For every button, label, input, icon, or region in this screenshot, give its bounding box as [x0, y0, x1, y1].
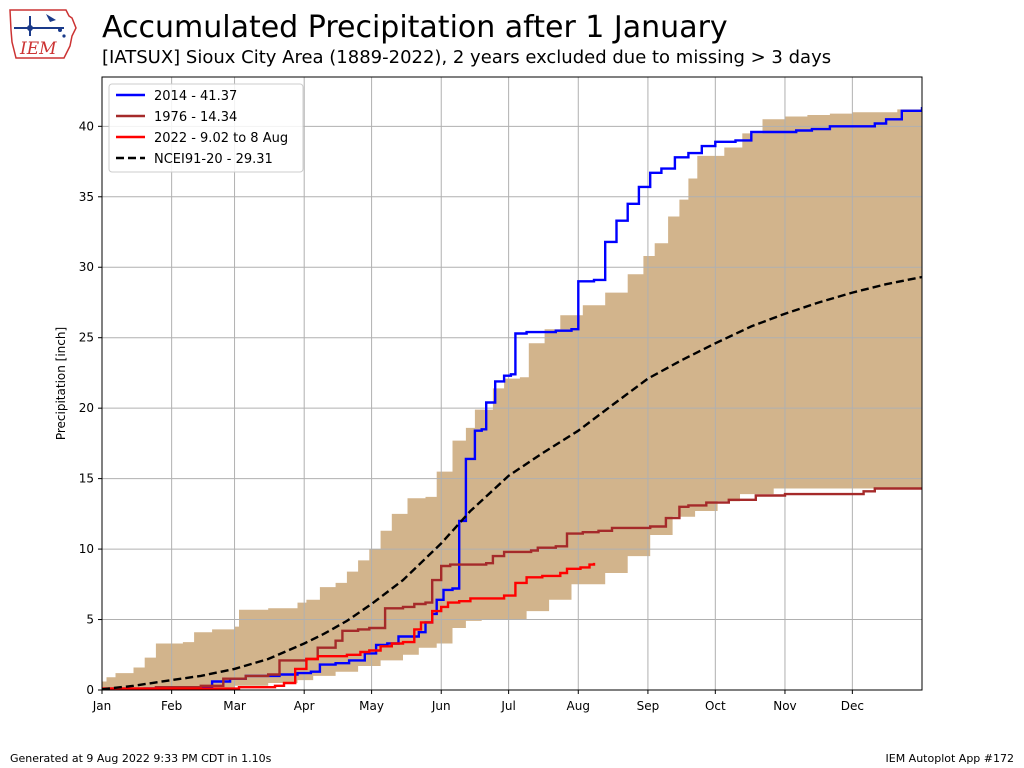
chart-subtitle: [IATSUX] Sioux City Area (1889-2022), 2 … — [102, 47, 832, 68]
x-tick-label: Feb — [161, 699, 182, 713]
legend-label: 2014 - 41.37 — [154, 89, 237, 104]
y-tick-label: 35 — [79, 190, 94, 204]
series-line — [102, 562, 596, 690]
y-axis-label: Precipitation [inch] — [54, 327, 68, 440]
range-band — [102, 106, 922, 690]
y-tick-label: 25 — [79, 331, 94, 345]
iem-logo: IEM — [6, 6, 78, 64]
x-tick-label: Jul — [500, 699, 515, 713]
x-tick-label: Dec — [841, 699, 864, 713]
y-tick-label: 5 — [86, 613, 94, 627]
legend-label: 2022 - 9.02 to 8 Aug — [154, 131, 288, 146]
y-tick-label: 20 — [79, 401, 94, 415]
y-tick-label: 30 — [79, 260, 94, 274]
legend-label: NCEI91-20 - 29.31 — [154, 152, 273, 167]
chart-title: Accumulated Precipitation after 1 Januar… — [102, 10, 728, 45]
legend-label: 1976 - 14.34 — [154, 110, 237, 125]
legend: 2014 - 41.37 1976 - 14.34 2022 - 9.02 to 8… — [108, 83, 304, 173]
plot-frame — [101, 76, 923, 691]
y-tick-label: 0 — [86, 683, 94, 697]
y-tick-label: 10 — [79, 542, 94, 556]
series-line — [102, 107, 922, 690]
series-line — [102, 275, 922, 690]
y-tick-label: 40 — [79, 119, 94, 133]
x-tick-label: Nov — [773, 699, 796, 713]
app-id: IEM Autoplot App #172 — [885, 752, 1015, 765]
x-tick-label: Mar — [223, 699, 246, 713]
generated-timestamp: Generated at 9 Aug 2022 9:33 PM CDT in 1… — [10, 752, 272, 765]
legend-box — [108, 83, 304, 173]
x-tick-label: Jun — [431, 699, 451, 713]
x-tick-label: Jan — [92, 699, 112, 713]
y-tick-label: 15 — [79, 472, 94, 486]
x-tick-label: Aug — [567, 699, 590, 713]
iowa-outline-icon — [9, 9, 77, 59]
x-tick-label: Apr — [294, 699, 315, 713]
x-tick-label: Oct — [705, 699, 726, 713]
x-tick-label: Sep — [637, 699, 660, 713]
x-tick-label: May — [359, 699, 384, 713]
logo-text: IEM — [19, 39, 57, 59]
